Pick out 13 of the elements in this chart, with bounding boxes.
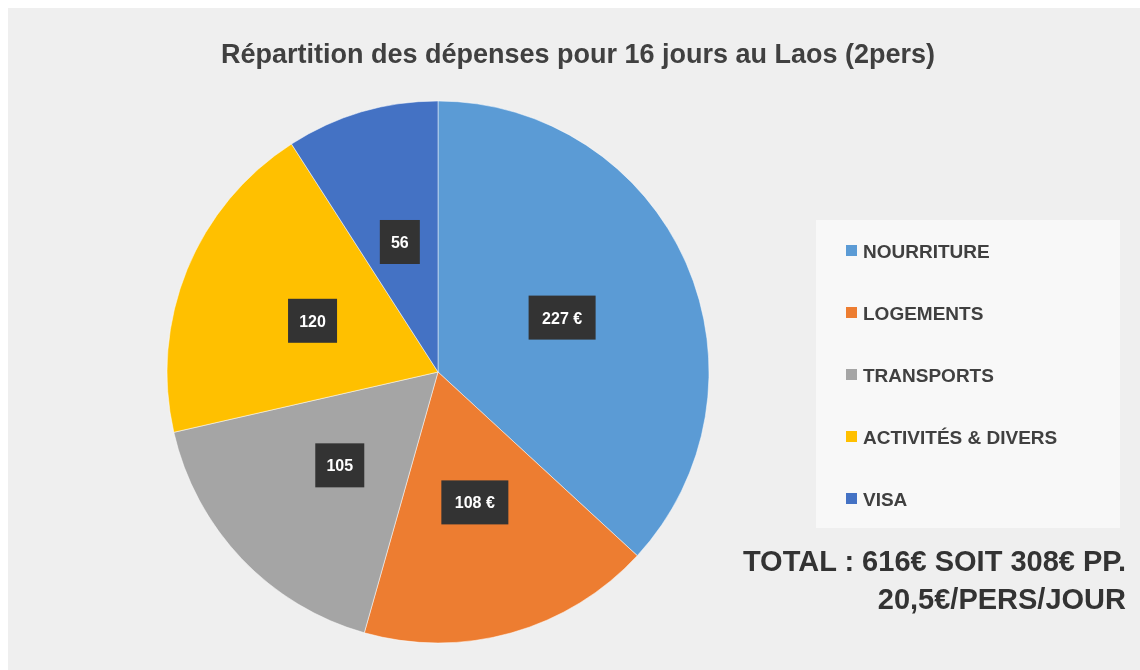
- legend-label: ACTIVITÉS & DIVERS: [863, 427, 1058, 448]
- data-label: 227 €: [542, 309, 583, 327]
- data-label: 108 €: [454, 494, 495, 512]
- text: 20,5€/PERS/JOUR: [877, 583, 1127, 615]
- chart-title: Répartition des dépenses pour 16 jours au Laos (2pers): [220, 39, 936, 69]
- data-label: 105: [326, 457, 354, 475]
- data-label: 120: [299, 312, 326, 330]
- legend-label: LOGEMENTS: [863, 303, 984, 324]
- legend-label: NOURRITURE: [863, 241, 990, 262]
- legend-label: TRANSPORTS: [863, 365, 994, 386]
- legend-label: VISA: [863, 489, 908, 510]
- data-label: 56: [390, 233, 409, 251]
- text: TOTAL : 616€ SOIT 308€ PP.: [742, 545, 1126, 577]
